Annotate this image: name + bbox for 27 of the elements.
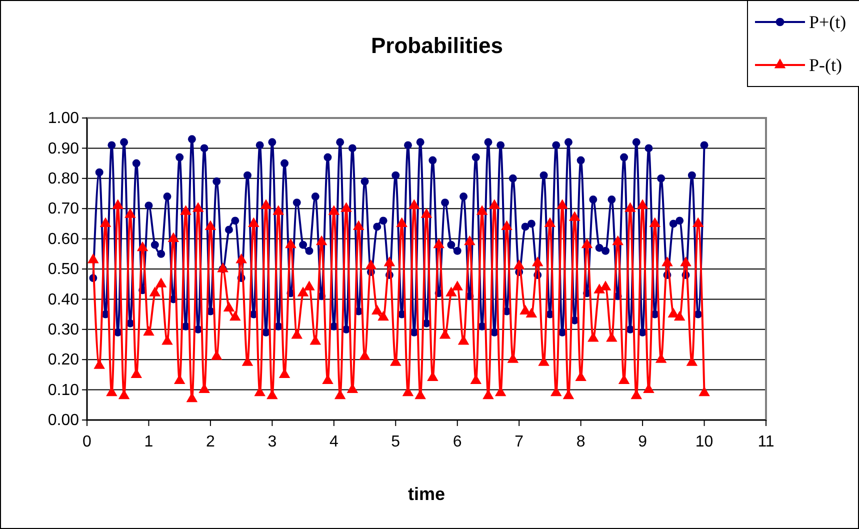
y-tick-label: 0.00: [48, 412, 80, 430]
x-tick-label: 7: [514, 434, 524, 451]
y-tick-label: 0.80: [48, 170, 80, 188]
x-tick-label: 8: [576, 434, 586, 451]
legend-label: P+(t): [809, 12, 846, 32]
y-tick-label: 0.90: [48, 140, 80, 158]
x-tick-label: 3: [268, 434, 277, 451]
x-axis-title: time: [408, 484, 446, 504]
y-tick-label: 0.40: [48, 291, 80, 308]
y-tick-label: 0.30: [48, 322, 80, 339]
x-tick-label: 10: [695, 434, 714, 451]
y-tick-label: 0.20: [48, 352, 80, 369]
x-tick-label: 2: [206, 434, 215, 451]
y-tick-label: 0.50: [48, 261, 80, 278]
y-tick-label: 1.00: [48, 110, 80, 128]
x-tick-label: 9: [638, 434, 648, 451]
x-tick-label: 4: [329, 434, 338, 451]
x-tick-label: 0: [82, 434, 92, 451]
legend-label: P-(t): [809, 55, 842, 75]
x-tick-label: 1: [144, 434, 154, 451]
y-tick-label: 0.60: [48, 230, 80, 248]
chart-title: Probabilities: [370, 33, 504, 58]
x-tick-label: 11: [758, 434, 774, 451]
y-tick-label: 0.10: [48, 382, 80, 399]
x-tick-label: 6: [452, 434, 462, 451]
y-tick-label: 0.70: [48, 200, 80, 218]
x-tick-label: 5: [391, 434, 400, 451]
